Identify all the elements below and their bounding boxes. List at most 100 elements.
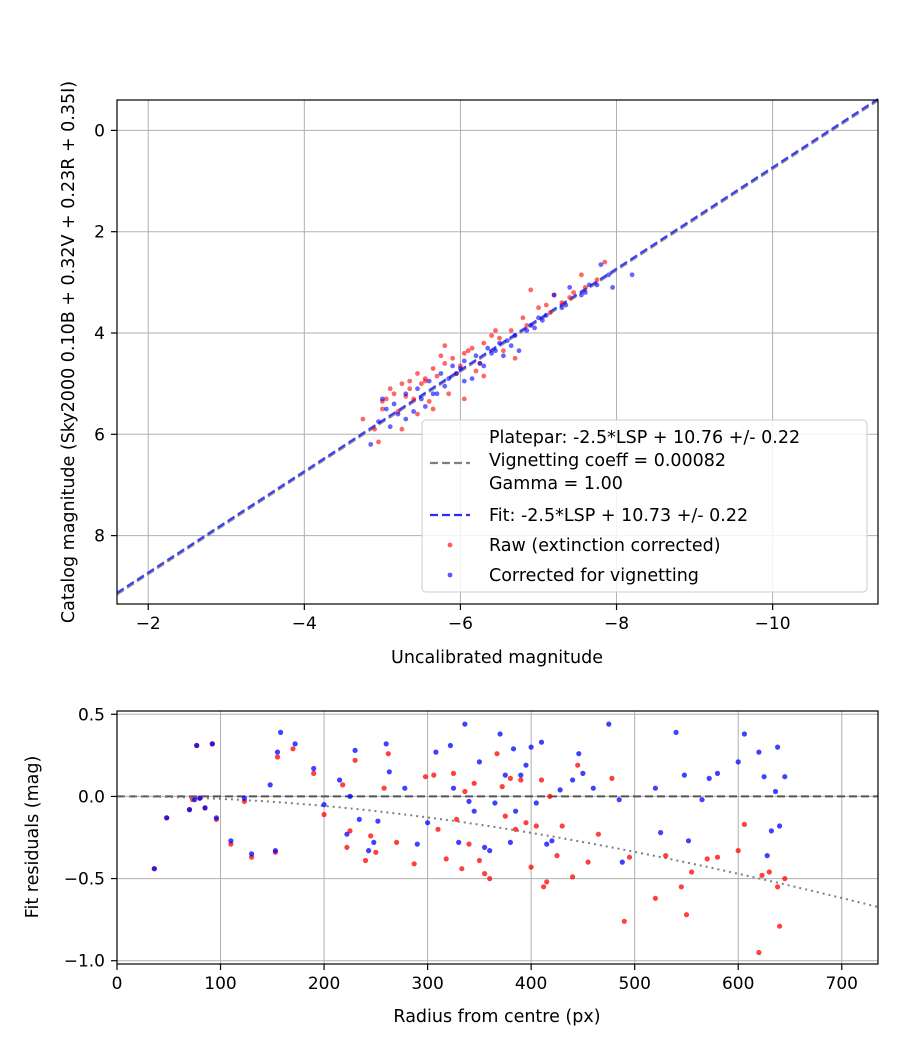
corrected-point: [756, 749, 762, 755]
raw-point: [422, 378, 428, 384]
corrected-point: [497, 731, 503, 737]
plot-frame: [116, 710, 879, 965]
raw-point: [321, 811, 327, 818]
raw-point: [373, 849, 379, 855]
corrected-point: [772, 788, 779, 795]
corrected-point: [549, 838, 555, 844]
corrected-point: [151, 866, 157, 872]
raw-point: [481, 373, 487, 379]
corrected-point: [477, 361, 483, 366]
raw-point: [499, 784, 505, 790]
x-tick-label: 0: [112, 974, 123, 994]
x-tick-label: −10: [755, 614, 791, 634]
corrected-point: [501, 353, 506, 359]
corrected-point: [533, 800, 539, 806]
grid: [116, 711, 878, 964]
raw-point: [766, 869, 772, 875]
corrected-point: [249, 851, 255, 857]
raw-point: [431, 772, 437, 778]
raw-point: [461, 350, 467, 356]
raw-point: [274, 754, 281, 760]
raw-point: [344, 844, 350, 851]
raw-point: [777, 923, 783, 929]
corrected-point: [425, 820, 431, 826]
corrected-point: [450, 785, 457, 791]
legend-corrected-label: Corrected for vignetting: [489, 566, 699, 586]
raw-point: [465, 348, 471, 354]
raw-point: [394, 839, 400, 846]
raw-point: [454, 816, 460, 823]
corrected-point: [606, 272, 612, 278]
raw-point: [741, 821, 748, 828]
raw-point: [735, 848, 741, 854]
x-axis-label: Uncalibrated magnitude: [391, 648, 603, 668]
corrected-point: [528, 323, 534, 328]
raw-point: [487, 876, 493, 882]
legend: Platepar: -2.5*LSP + 10.76 +/- 0.22 Vign…: [421, 419, 868, 593]
raw-point: [481, 340, 487, 346]
legend-raw-marker: [447, 542, 453, 548]
corrected-point: [376, 419, 381, 424]
x-tick-label: −8: [604, 614, 629, 634]
corrected-point: [352, 747, 358, 754]
y-tick-label: 0.0: [78, 787, 105, 807]
raw-point: [391, 391, 397, 397]
corrected-point: [528, 744, 534, 750]
vignetting-curve: [117, 795, 879, 908]
raw-point: [469, 345, 475, 351]
raw-point: [523, 820, 529, 826]
corrected-point: [532, 325, 537, 331]
corrected-point: [274, 749, 281, 755]
corrected-point: [761, 774, 767, 780]
corrected-point: [619, 859, 625, 865]
corrected-point: [764, 853, 770, 859]
raw-point: [547, 310, 553, 316]
corrected-point: [456, 839, 462, 846]
corrected-point: [493, 348, 498, 354]
fit-line-fit: [116, 98, 879, 594]
raw-point: [462, 788, 468, 795]
y-tick-label: 2: [94, 223, 105, 243]
corrected-point: [536, 315, 541, 321]
raw-point: [415, 411, 420, 417]
corrected-point: [391, 401, 397, 407]
corrected-point: [321, 802, 327, 808]
raw-point: [362, 857, 369, 864]
x-tick-label: 300: [411, 974, 443, 994]
raw-point: [594, 277, 600, 283]
raw-point: [652, 895, 659, 901]
raw-point: [372, 426, 377, 432]
raw-point: [443, 856, 449, 862]
corrected-point: [192, 797, 198, 803]
corrected-point: [272, 848, 278, 854]
raw-point: [759, 872, 765, 878]
raw-point: [683, 912, 690, 918]
corrected-point: [446, 376, 452, 381]
raw-point: [775, 884, 781, 890]
corrected-point: [598, 262, 604, 267]
corrected-point: [386, 769, 392, 775]
legend-platepar-label: Platepar: -2.5*LSP + 10.76 +/- 0.22 Vign…: [489, 428, 806, 494]
corrected-point: [652, 785, 659, 791]
corrected-point: [559, 305, 565, 311]
reference-lines: [117, 795, 879, 908]
corrected-point: [213, 815, 219, 821]
corrected-point: [267, 782, 273, 788]
raw-point: [543, 302, 549, 308]
corrected-point: [706, 775, 712, 782]
corrected-point: [487, 848, 493, 854]
y-tick-label: 6: [94, 425, 105, 445]
legend-platepar-line1: Platepar: -2.5*LSP + 10.76 +/- 0.22: [489, 428, 800, 448]
raw-point: [471, 780, 477, 786]
corrected-point: [411, 409, 416, 414]
raw-point: [536, 305, 541, 311]
raw-point: [426, 399, 432, 404]
corrected-point: [433, 749, 439, 755]
x-tick-label: 400: [515, 974, 547, 994]
raw-point: [434, 373, 440, 379]
raw-point: [497, 335, 502, 341]
corrected-point: [473, 353, 479, 359]
raw-point: [663, 853, 669, 859]
corrected-point: [507, 839, 513, 846]
corrected-point: [419, 396, 424, 402]
